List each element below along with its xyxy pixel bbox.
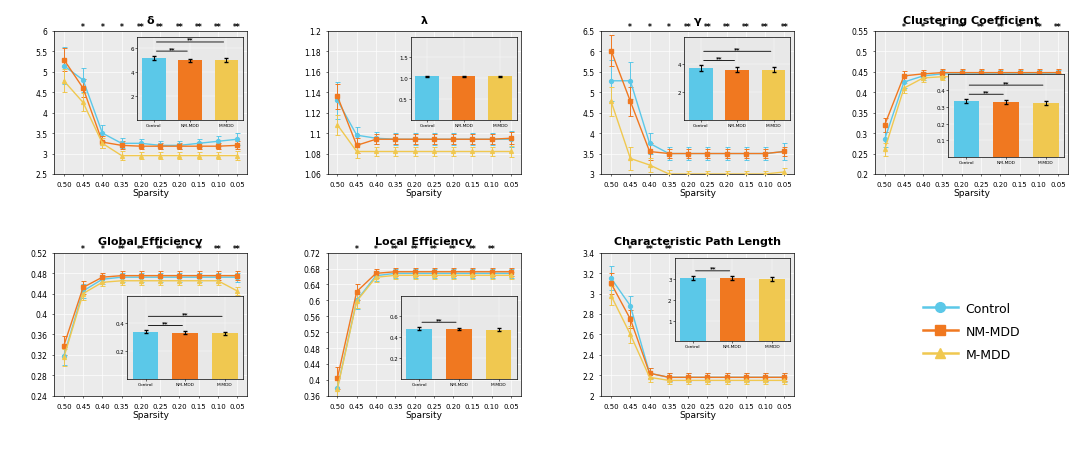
Text: **: ** [195, 23, 203, 32]
Text: **: ** [704, 23, 711, 32]
Title: δ: δ [146, 15, 154, 25]
Text: **: ** [215, 244, 222, 253]
Text: **: ** [391, 244, 399, 253]
Text: **: ** [468, 244, 476, 253]
X-axis label: Sparsity: Sparsity [680, 189, 717, 198]
Text: **: ** [156, 244, 164, 253]
X-axis label: Sparsity: Sparsity [405, 189, 442, 198]
Text: **: ** [137, 244, 145, 253]
X-axis label: Sparsity: Sparsity [953, 189, 990, 198]
Text: **: ** [646, 244, 654, 253]
Text: **: ** [996, 23, 1004, 32]
Text: *: * [902, 23, 906, 32]
Text: **: ** [137, 23, 145, 32]
X-axis label: Sparsity: Sparsity [680, 410, 717, 419]
Text: **: ** [1016, 23, 1023, 32]
Title: Characteristic Path Length: Characteristic Path Length [615, 237, 782, 247]
Text: **: ** [958, 23, 966, 32]
Text: *: * [647, 23, 651, 32]
Text: **: ** [780, 23, 788, 32]
Text: *: * [101, 23, 104, 32]
Text: **: ** [723, 23, 731, 32]
Text: **: ** [156, 23, 164, 32]
Text: **: ** [488, 244, 495, 253]
Title: Clustering Coefficient: Clustering Coefficient [903, 15, 1040, 25]
Title: λ: λ [421, 15, 428, 25]
Text: **: ** [761, 23, 769, 32]
X-axis label: Sparsity: Sparsity [132, 410, 169, 419]
Title: Local Efficiency: Local Efficiency [375, 237, 473, 247]
Text: *: * [629, 244, 632, 253]
Text: **: ** [977, 23, 985, 32]
Text: *: * [374, 244, 378, 253]
Text: **: ** [664, 244, 673, 253]
Text: **: ** [215, 23, 222, 32]
Text: **: ** [411, 244, 418, 253]
Text: **: ** [430, 244, 438, 253]
Text: **: ** [939, 23, 946, 32]
Text: *: * [629, 23, 632, 32]
Text: **: ** [743, 23, 750, 32]
Text: **: ** [195, 244, 203, 253]
Title: Global Efficiency: Global Efficiency [99, 237, 203, 247]
Text: **: ** [118, 244, 126, 253]
Text: *: * [921, 23, 925, 32]
Text: **: ** [176, 23, 183, 32]
Text: **: ** [449, 244, 457, 253]
Text: **: ** [1055, 23, 1062, 32]
Text: **: ** [684, 23, 692, 32]
Text: *: * [81, 244, 85, 253]
Text: *: * [354, 244, 359, 253]
Text: *: * [81, 23, 85, 32]
Legend: Control, NM-MDD, M-MDD: Control, NM-MDD, M-MDD [918, 297, 1025, 366]
Text: **: ** [1035, 23, 1043, 32]
Text: *: * [667, 23, 671, 32]
Text: *: * [119, 23, 124, 32]
Text: **: ** [233, 244, 241, 253]
Text: **: ** [176, 244, 183, 253]
X-axis label: Sparsity: Sparsity [405, 410, 442, 419]
X-axis label: Sparsity: Sparsity [132, 189, 169, 198]
Text: **: ** [233, 23, 241, 32]
Text: *: * [101, 244, 104, 253]
Title: γ: γ [694, 15, 701, 25]
